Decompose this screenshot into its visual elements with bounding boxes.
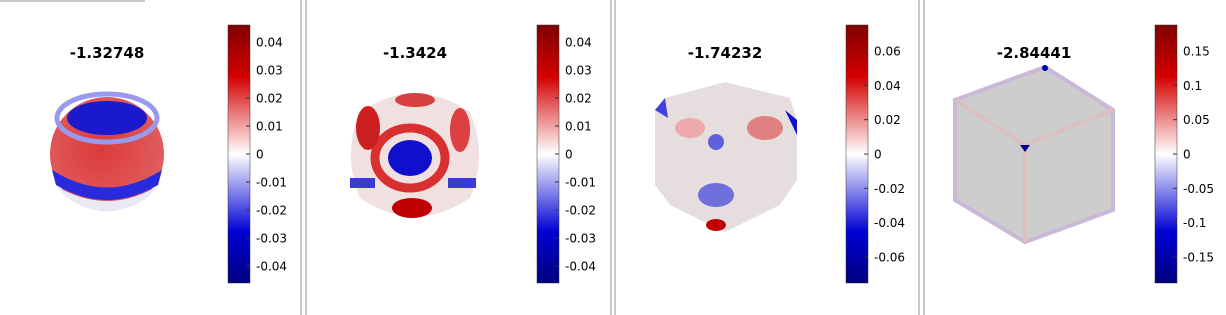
colorbar-tick-label: 0.02 <box>874 113 901 127</box>
colorbar-tick-label: -0.03 <box>256 232 287 246</box>
colorbar-tick-label: 0.04 <box>256 36 283 50</box>
colorbar-tick-label: 0.15 <box>1183 45 1210 59</box>
colorbar-tick-label: -0.01 <box>565 176 596 190</box>
colorbar-tick-label: -0.04 <box>874 216 905 230</box>
colorbar-tick-label: -0.02 <box>256 204 287 218</box>
rounded-cube-plot <box>350 93 479 218</box>
colorbar-tick-label: -0.02 <box>565 204 596 218</box>
sphere-plot <box>50 91 164 211</box>
colorbar-tick-label: -0.03 <box>565 232 596 246</box>
colorbar-tick-label: 0.1 <box>1183 79 1202 93</box>
panel-title: -1.32748 <box>70 44 145 62</box>
colorbar-tick-label: 0 <box>874 148 882 162</box>
colorbar-tick-label: -0.1 <box>1183 216 1206 230</box>
colorbar-tick-label: -0.06 <box>874 251 905 265</box>
panel-frames <box>0 0 925 315</box>
panel-title: -1.3424 <box>383 44 447 62</box>
colorbar-tick-label: -0.01 <box>256 176 287 190</box>
colorbar-tick-label: 0.05 <box>1183 113 1210 127</box>
colorbar-tick-label: -0.04 <box>565 260 596 274</box>
cube-plot <box>953 64 1115 245</box>
colorbar-tick-label: 0.01 <box>256 120 283 134</box>
colorbar-tick-label: 0 <box>1183 148 1191 162</box>
colorbar-tick-label: 0 <box>565 148 573 162</box>
panel-title: -2.84441 <box>997 44 1072 62</box>
colorbar-tick-label: -0.15 <box>1183 251 1214 265</box>
colorbar-tick-label: 0.04 <box>565 36 592 50</box>
hexagon-plot <box>655 82 797 232</box>
colorbar-tick-label: 0.03 <box>256 64 283 78</box>
colorbar-tick-label: -0.04 <box>256 260 287 274</box>
colorbar-tick-label: 0.06 <box>874 45 901 59</box>
colorbar-tick-label: 0.03 <box>565 64 592 78</box>
colorbar-tick-label: -0.02 <box>874 182 905 196</box>
panel-title: -1.74232 <box>688 44 763 62</box>
colorbar-tick-label: 0.02 <box>256 92 283 106</box>
colorbar-tick-label: -0.05 <box>1183 182 1214 196</box>
colorbar-tick-label: 0 <box>256 148 264 162</box>
colorbar-tick-label: 0.02 <box>565 92 592 106</box>
colorbar-tick-label: 0.01 <box>565 120 592 134</box>
colorbar-tick-label: 0.04 <box>874 79 901 93</box>
